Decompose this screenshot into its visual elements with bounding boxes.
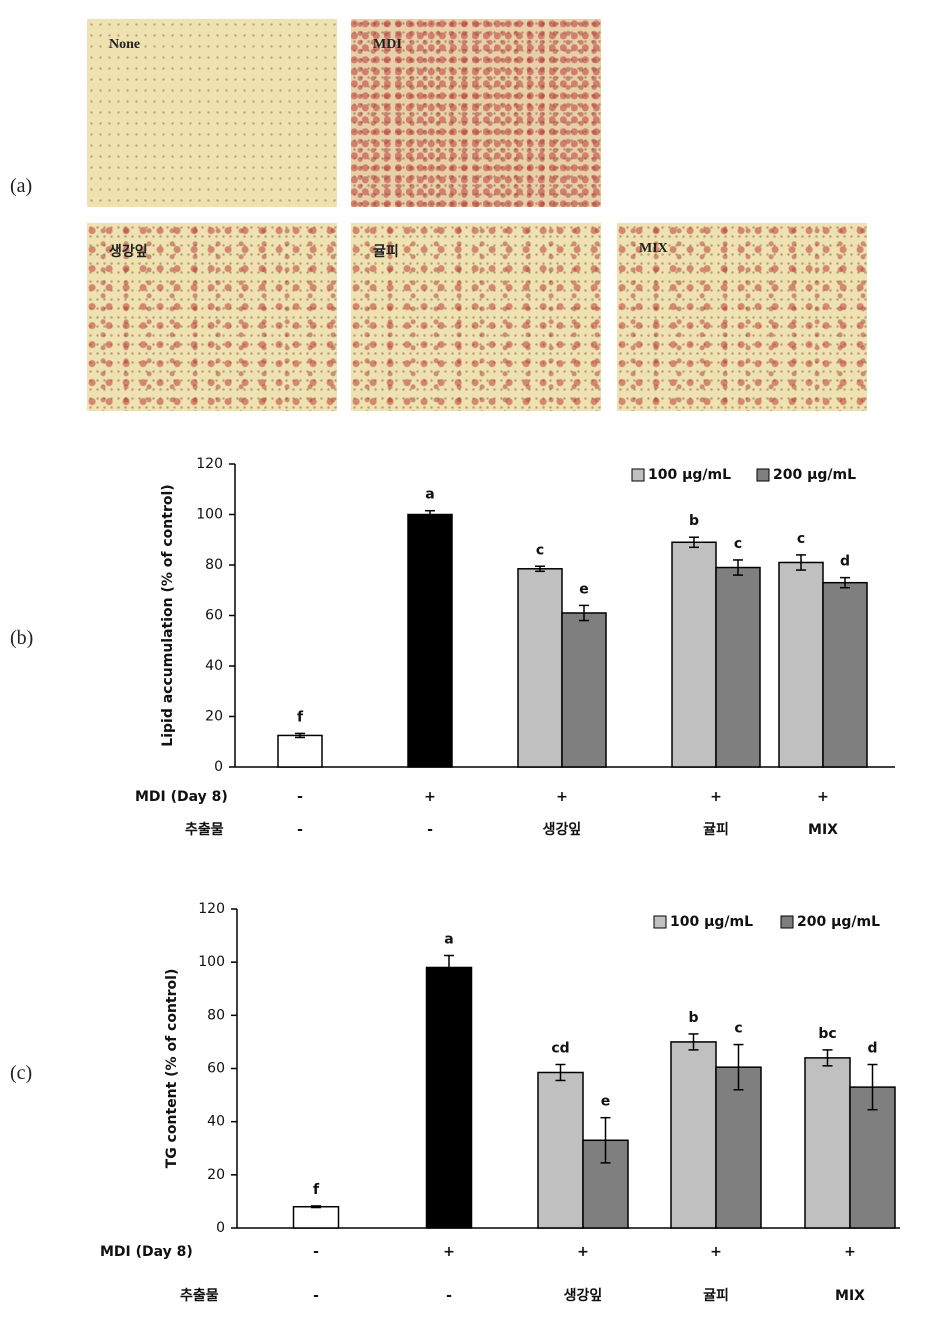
row-value: - bbox=[427, 822, 433, 838]
image-label: MDI bbox=[373, 37, 402, 52]
micrograph: None bbox=[87, 19, 337, 207]
bar bbox=[670, 1041, 717, 1229]
legend-label: 100 μg/mL bbox=[670, 914, 753, 930]
y-tick-label: 20 bbox=[205, 709, 223, 725]
significance-letter: c bbox=[797, 531, 805, 547]
row-value: + bbox=[556, 789, 568, 805]
significance-letter: d bbox=[840, 554, 850, 570]
row-value: 귤피 bbox=[703, 1288, 729, 1304]
y-tick-label: 20 bbox=[207, 1167, 225, 1183]
legend-swatch bbox=[756, 468, 770, 482]
bar bbox=[778, 561, 824, 768]
image-label: MIX bbox=[639, 241, 668, 256]
image-label: 생강잎 bbox=[109, 245, 148, 260]
significance-letter: c bbox=[536, 542, 544, 558]
y-axis-label: Lipid accumulation (% of control) bbox=[160, 484, 176, 746]
significance-letter: bc bbox=[818, 1026, 836, 1042]
panel-label: (b) bbox=[10, 627, 34, 649]
y-tick-label: 100 bbox=[196, 507, 223, 523]
micrograph: 귤피 bbox=[351, 223, 601, 411]
legend-label: 200 μg/mL bbox=[773, 467, 856, 483]
y-tick-label: 0 bbox=[214, 759, 223, 775]
legend-label: 200 μg/mL bbox=[797, 914, 880, 930]
significance-letter: e bbox=[579, 581, 589, 597]
row-value: + bbox=[424, 789, 436, 805]
bar bbox=[407, 513, 453, 768]
row-value: 생강잎 bbox=[543, 821, 582, 838]
row-value: + bbox=[710, 789, 722, 805]
significance-letter: cd bbox=[551, 1041, 569, 1057]
bar bbox=[292, 1205, 340, 1229]
y-tick-label: 40 bbox=[205, 658, 223, 674]
y-tick-label: 120 bbox=[196, 456, 223, 472]
bar bbox=[425, 966, 473, 1229]
row-value: 귤피 bbox=[703, 822, 729, 838]
y-tick-label: 100 bbox=[198, 954, 225, 970]
row-value: - bbox=[313, 1288, 319, 1304]
significance-letter: b bbox=[688, 1010, 698, 1026]
legend-label: 100 μg/mL bbox=[648, 467, 731, 483]
row-label: 추출물 bbox=[185, 821, 224, 838]
legend-swatch bbox=[631, 468, 645, 482]
row-value: MIX bbox=[835, 1288, 865, 1304]
row-value: - bbox=[297, 789, 303, 805]
significance-letter: a bbox=[425, 487, 434, 503]
row-value: + bbox=[443, 1244, 455, 1260]
row-label: MDI (Day 8) bbox=[135, 789, 228, 805]
y-tick-label: 0 bbox=[216, 1220, 225, 1236]
y-tick-label: 80 bbox=[207, 1007, 225, 1023]
micrograph: MIX bbox=[617, 223, 867, 411]
panel-label: (c) bbox=[10, 1062, 33, 1084]
significance-letter: f bbox=[313, 1182, 320, 1198]
image-label: None bbox=[109, 37, 141, 52]
bar bbox=[517, 568, 563, 768]
bar bbox=[537, 1071, 584, 1229]
y-axis-label: TG content (% of control) bbox=[164, 969, 180, 1169]
legend-swatch bbox=[653, 915, 667, 929]
micrograph: 생강잎 bbox=[87, 223, 337, 411]
panel-label: (a) bbox=[10, 175, 33, 197]
significance-letter: d bbox=[867, 1041, 877, 1057]
bar bbox=[671, 541, 717, 768]
row-value: MIX bbox=[808, 822, 838, 838]
legend-swatch bbox=[780, 915, 794, 929]
y-tick-label: 40 bbox=[207, 1114, 225, 1130]
row-value: - bbox=[446, 1288, 452, 1304]
significance-letter: b bbox=[689, 513, 699, 529]
significance-letter: e bbox=[601, 1094, 611, 1110]
row-value: + bbox=[577, 1244, 589, 1260]
bar bbox=[561, 612, 607, 768]
y-tick-label: 60 bbox=[205, 608, 223, 624]
significance-letter: c bbox=[734, 536, 742, 552]
row-value: + bbox=[710, 1244, 722, 1260]
bar bbox=[715, 566, 761, 768]
row-value: 생강잎 bbox=[564, 1287, 603, 1304]
row-value: + bbox=[817, 789, 829, 805]
y-tick-label: 60 bbox=[207, 1061, 225, 1077]
y-tick-label: 120 bbox=[198, 901, 225, 917]
micrograph: MDI bbox=[351, 19, 601, 207]
significance-letter: c bbox=[734, 1021, 742, 1037]
bar bbox=[715, 1066, 762, 1229]
row-value: - bbox=[313, 1244, 319, 1260]
row-value: - bbox=[297, 822, 303, 838]
y-tick-label: 80 bbox=[205, 557, 223, 573]
significance-letter: a bbox=[444, 932, 453, 948]
bar bbox=[822, 581, 868, 768]
significance-letter: f bbox=[297, 709, 304, 725]
bar bbox=[277, 734, 323, 768]
row-label: 추출물 bbox=[180, 1287, 219, 1304]
row-label: MDI (Day 8) bbox=[100, 1244, 193, 1260]
row-value: + bbox=[844, 1244, 856, 1260]
bar bbox=[804, 1057, 851, 1229]
image-label: 귤피 bbox=[373, 245, 399, 260]
